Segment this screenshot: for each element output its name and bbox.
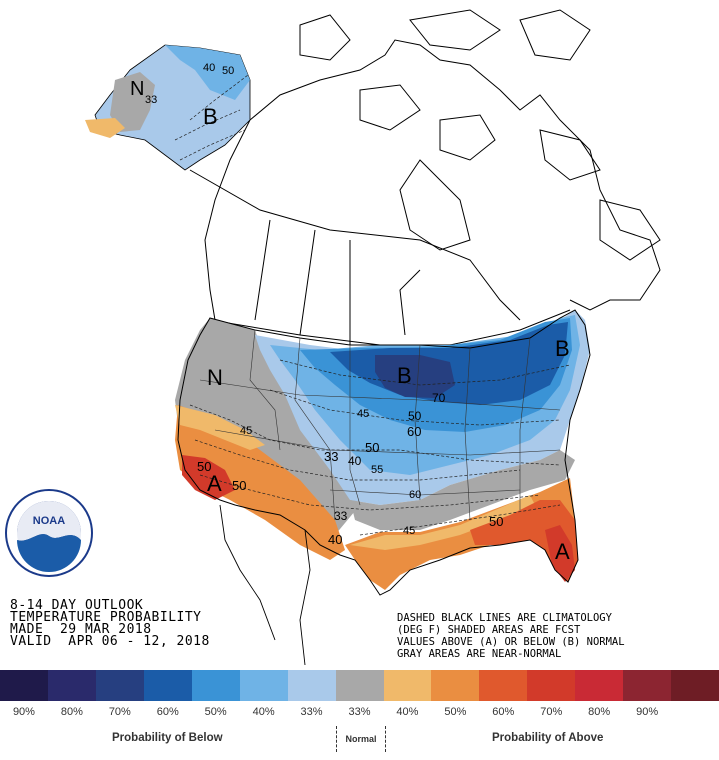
note-line-3: VALUES ABOVE (A) OR BELOW (B) NORMAL [397, 636, 625, 648]
title-line-3: MADE 29 MAR 2018 [10, 622, 152, 637]
climatology-lines [174, 74, 571, 536]
contour-label: 40 [328, 532, 342, 547]
alaska-n-label: N [130, 78, 144, 100]
legend-label: 80% [588, 706, 611, 718]
legend-label: 60% [492, 706, 515, 718]
legend-swatch [431, 670, 480, 701]
legend-swatch [239, 670, 288, 701]
title-line-4: VALID APR 06 - 12, 2018 [10, 634, 210, 649]
legend-swatch [623, 670, 672, 701]
legend-normal-label: Normal [336, 726, 386, 752]
contour-label: 50 [489, 514, 503, 529]
contour-label: 45 [240, 425, 252, 437]
northeast-b-label: B [555, 336, 570, 361]
contour-label: 40 [203, 62, 215, 74]
canada-outline [189, 9, 661, 346]
mexico-outline [219, 504, 311, 666]
contour-label: 70 [432, 391, 446, 405]
alaska-region [85, 44, 251, 171]
contour-label: 60 [409, 489, 421, 501]
legend-label: 40% [396, 706, 419, 718]
outlook-title-block: 8-14 DAY OUTLOOK TEMPERATURE PROBABILITY… [10, 598, 210, 649]
noaa-logo: NOAA [5, 489, 93, 577]
legend-label: 50% [444, 706, 467, 718]
legend-swatch [671, 670, 719, 701]
legend-swatch [287, 670, 336, 701]
legend-label: 50% [204, 706, 227, 718]
legend-swatch [143, 670, 192, 701]
title-line-2: TEMPERATURE PROBABILITY [10, 610, 202, 625]
legend-label: 60% [156, 706, 179, 718]
notes-block: DASHED BLACK LINES ARE CLIMATOLOGY (DEG … [397, 612, 625, 660]
contour-label: 50 [222, 65, 234, 77]
contour-label: 60 [407, 424, 421, 439]
legend-swatch [527, 670, 576, 701]
title-line-1: 8-14 DAY OUTLOOK [10, 598, 144, 613]
legend-label: 33% [348, 706, 371, 718]
legend-label: 90% [12, 706, 35, 718]
state-lines [199, 329, 561, 521]
contour-label: 45 [357, 408, 369, 420]
alaska-b-label: B [203, 104, 218, 129]
contour-label: 33 [324, 449, 338, 464]
legend-swatch [575, 670, 624, 701]
conus-shading [175, 309, 591, 596]
note-line-4: GRAY AREAS ARE NEAR-NORMAL [397, 648, 562, 660]
legend-label: 80% [60, 706, 83, 718]
legend-label: 70% [108, 706, 131, 718]
contour-label: 50 [197, 459, 211, 474]
noaa-logo-text: NOAA [33, 515, 65, 527]
upper-midwest-b-label: B [397, 363, 412, 388]
legend-labels: 90% 80% 70% 60% 50% 40% 33% 33% 40% 50% 60% 70% 80% 9… [0, 706, 719, 722]
legend-swatch [0, 670, 48, 701]
legend-label: 33% [300, 706, 323, 718]
legend-label: 70% [540, 706, 563, 718]
outlook-map: B N N B B A A 33 40 50 45 50 50 33 40 50… [85, 9, 661, 666]
legend-swatch [335, 670, 384, 701]
note-line-1: DASHED BLACK LINES ARE CLIMATOLOGY [397, 612, 612, 624]
legend-color-bar [0, 670, 719, 701]
southwest-a-label: A [207, 471, 222, 496]
contour-label: 50 [232, 478, 246, 493]
contour-label: 50 [408, 409, 422, 423]
legend-swatch [191, 670, 240, 701]
contour-label: 40 [348, 454, 362, 468]
contour-label: 33 [334, 509, 348, 523]
legend-below-label: Probability of Below [112, 732, 223, 744]
note-line-2: (DEG F) SHADED AREAS ARE FCST [397, 624, 581, 636]
northwest-n-label: N [207, 365, 223, 390]
contour-label: 55 [371, 464, 383, 476]
legend-swatch [47, 670, 96, 701]
contour-label: 45 [403, 525, 415, 537]
legend-label: 90% [636, 706, 659, 718]
legend-swatch [95, 670, 144, 701]
legend-above-label: Probability of Above [492, 732, 604, 744]
legend-swatch [479, 670, 528, 701]
contour-label: 33 [145, 94, 157, 106]
contour-label: 50 [365, 440, 379, 455]
florida-a-label: A [555, 539, 570, 564]
legend-label: 40% [252, 706, 275, 718]
legend-swatch [383, 670, 432, 701]
